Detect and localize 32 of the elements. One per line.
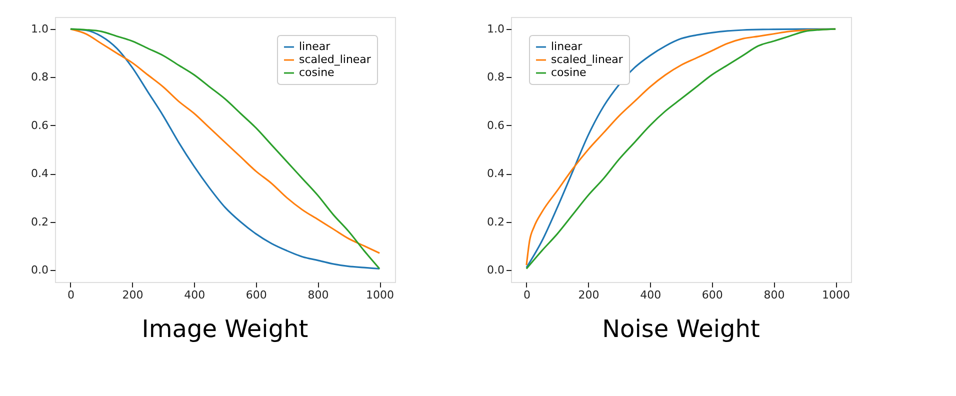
y-tick-label: 0.2 <box>31 215 48 228</box>
text: Noise Weight <box>602 315 760 343</box>
legend-label: cosine <box>299 66 335 79</box>
x-tick-label: 800 <box>308 288 329 302</box>
x-tick-label: 800 <box>764 288 785 302</box>
legend-label: scaled_linear <box>299 53 372 66</box>
y-tick-label: 0.4 <box>31 167 48 180</box>
legend-label: linear <box>551 40 583 53</box>
y-tick-label: 0.6 <box>31 118 48 132</box>
y-tick-label: 0.8 <box>487 70 504 84</box>
y-tick-label: 0.4 <box>487 167 504 180</box>
x-tick-label: 0 <box>67 288 74 302</box>
y-tick-label: 0.8 <box>31 70 48 84</box>
x-tick-label: 400 <box>640 288 662 302</box>
legend-label: cosine <box>551 66 587 79</box>
x-tick-label: 200 <box>578 288 600 302</box>
y-tick-label: 0.0 <box>31 263 48 276</box>
x-tick-label: 1000 <box>366 288 394 302</box>
x-tick-label: 200 <box>122 288 144 302</box>
x-tick-label: 1000 <box>822 288 850 302</box>
y-tick-label: 0.6 <box>487 118 504 132</box>
legend-label: linear <box>299 40 331 53</box>
x-tick-label: 400 <box>184 288 206 302</box>
text: Image Weight <box>142 315 308 343</box>
y-tick-label: 0.0 <box>487 263 504 276</box>
x-tick-label: 600 <box>246 288 267 302</box>
y-tick-label: 0.2 <box>487 215 504 228</box>
x-tick-label: 600 <box>702 288 723 302</box>
legend-label: scaled_linear <box>551 53 624 66</box>
y-tick-label: 1.0 <box>487 22 504 36</box>
x-tick-label: 0 <box>523 288 530 302</box>
y-tick-label: 1.0 <box>31 22 48 36</box>
